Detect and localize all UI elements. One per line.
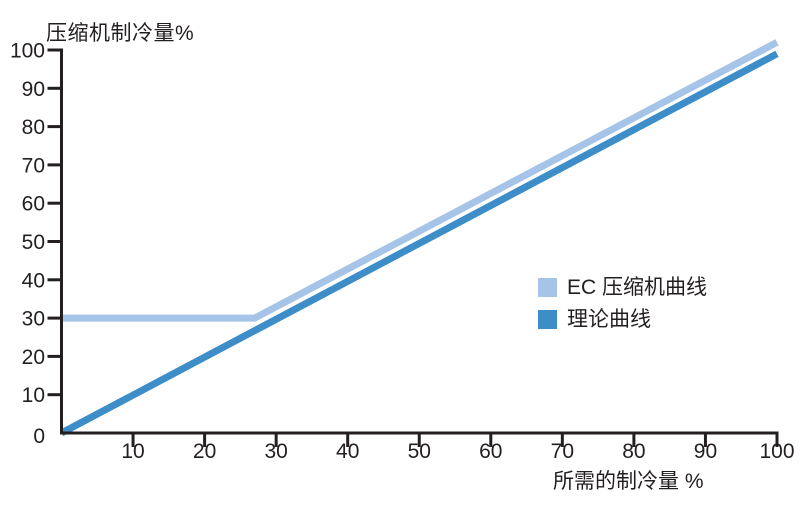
x-tick-label: 80 — [622, 440, 645, 463]
y-tick-label: 30 — [22, 308, 45, 331]
y-tick-label: 50 — [22, 231, 45, 254]
y-tick-label: 90 — [22, 78, 45, 101]
origin-tick-label: 0 — [33, 425, 45, 448]
legend-item-theoretical-curve: 理论曲线 — [538, 309, 707, 330]
x-tick-label: 100 — [759, 440, 794, 463]
series-line-0 — [61, 39, 779, 322]
x-tick-label: 10 — [121, 440, 144, 463]
y-tick-label: 40 — [22, 269, 45, 292]
y-axis-title: 压缩机制冷量% — [46, 22, 195, 45]
y-tick-label: 60 — [22, 193, 45, 216]
legend-swatch-ec-curve — [538, 278, 557, 297]
y-tick-label: 70 — [22, 154, 45, 177]
legend-label-theoretical-curve: 理论曲线 — [567, 308, 651, 331]
legend: EC 压缩机曲线 理论曲线 — [538, 277, 707, 341]
legend-item-ec-curve: EC 压缩机曲线 — [538, 277, 707, 298]
x-axis-title: 所需的制冷量 % — [553, 470, 704, 493]
y-tick-label: 80 — [22, 116, 45, 139]
x-tick-label: 70 — [551, 440, 574, 463]
x-tick-label: 20 — [193, 440, 216, 463]
x-tick-label: 30 — [264, 440, 287, 463]
legend-swatch-theoretical-curve — [538, 310, 557, 329]
y-tick-label: 10 — [22, 384, 45, 407]
legend-label-ec-curve: EC 压缩机曲线 — [567, 276, 708, 299]
y-tick-label: 100 — [10, 40, 45, 63]
y-tick-label: 20 — [22, 346, 45, 369]
x-tick-label: 60 — [479, 440, 502, 463]
x-tick-label: 40 — [336, 440, 359, 463]
series-line-1 — [59, 50, 779, 437]
x-tick-label: 50 — [408, 440, 431, 463]
x-tick-label: 90 — [694, 440, 717, 463]
